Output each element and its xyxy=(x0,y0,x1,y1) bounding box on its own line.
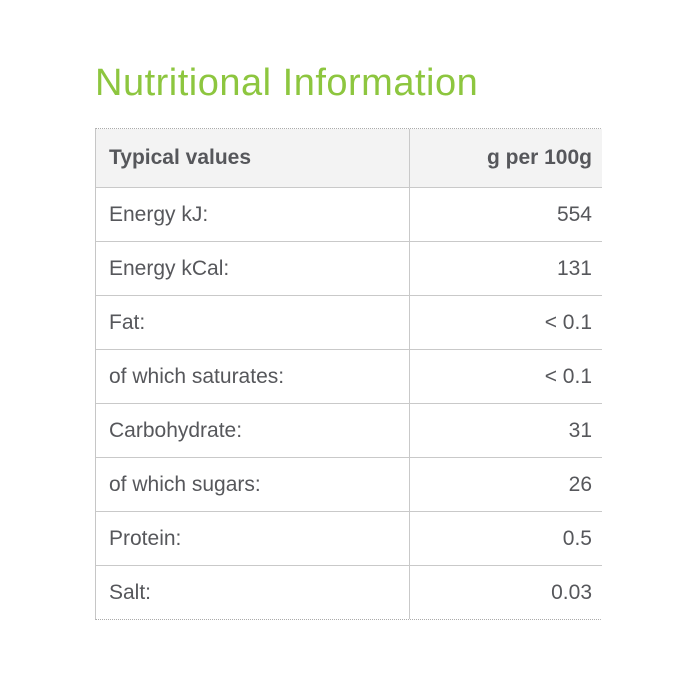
table-row: Carbohydrate: 31 xyxy=(96,403,602,458)
table-row: Salt: 0.03 xyxy=(96,565,602,619)
table-header-row: Typical values g per 100g xyxy=(96,129,602,188)
row-value: 26 xyxy=(409,457,602,512)
row-label: Energy kCal: xyxy=(96,241,410,296)
table-row: Fat: < 0.1 xyxy=(96,295,602,350)
row-value: 0.5 xyxy=(409,511,602,566)
row-label: of which sugars: xyxy=(96,457,410,512)
table-row: of which saturates: < 0.1 xyxy=(96,349,602,404)
nutrition-table-container: Typical values g per 100g Energy kJ: 554… xyxy=(95,128,602,620)
column-header-g-per-100g: g per 100g xyxy=(409,129,602,188)
row-label: Salt: xyxy=(96,565,410,619)
row-value: < 0.1 xyxy=(409,349,602,404)
row-value: 554 xyxy=(409,187,602,242)
row-label: Energy kJ: xyxy=(96,187,410,242)
row-value: < 0.1 xyxy=(409,295,602,350)
table-row: Energy kCal: 131 xyxy=(96,241,602,296)
row-value: 131 xyxy=(409,241,602,296)
row-label: of which saturates: xyxy=(96,349,410,404)
table-body: Energy kJ: 554 Energy kCal: 131 Fat: < 0… xyxy=(96,187,602,619)
table-row: of which sugars: 26 xyxy=(96,457,602,512)
row-label: Carbohydrate: xyxy=(96,403,410,458)
nutrition-table: Typical values g per 100g Energy kJ: 554… xyxy=(96,129,602,619)
row-value: 31 xyxy=(409,403,602,458)
table-header: Typical values g per 100g xyxy=(96,129,602,188)
column-header-typical-values: Typical values xyxy=(96,129,410,188)
row-value: 0.03 xyxy=(409,565,602,619)
table-row: Energy kJ: 554 xyxy=(96,187,602,242)
table-row: Protein: 0.5 xyxy=(96,511,602,566)
page-title: Nutritional Information xyxy=(95,62,479,104)
row-label: Protein: xyxy=(96,511,410,566)
row-label: Fat: xyxy=(96,295,410,350)
